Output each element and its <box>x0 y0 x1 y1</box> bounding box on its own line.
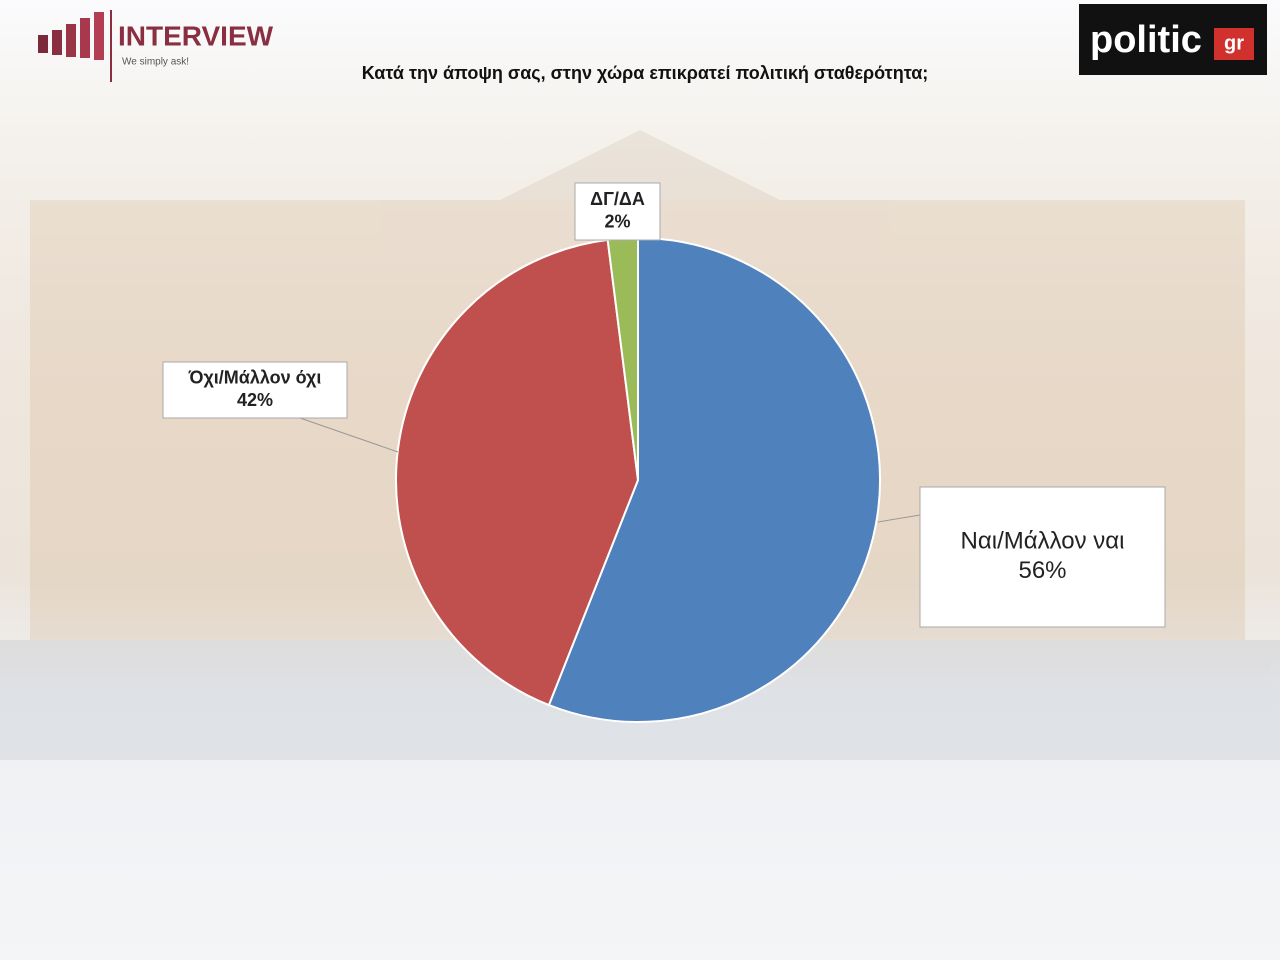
value-label: 42% <box>237 390 273 410</box>
politic-logo: politic gr <box>1079 4 1267 75</box>
logo-gr: gr <box>1224 32 1244 54</box>
value-label: 56% <box>1018 557 1066 584</box>
pie-slice <box>395 238 640 707</box>
value-label: 2% <box>604 211 630 231</box>
leader-line <box>299 417 399 453</box>
label-box <box>574 182 661 241</box>
category-label: ΔΓ/ΔΑ <box>590 189 645 209</box>
label-box <box>919 486 1166 628</box>
chart-title: Κατά την άποψη σας, στην χώρα επικρατεί … <box>361 63 929 83</box>
leader-line <box>877 514 921 523</box>
category-label: Ναι/Μάλλον ναι <box>961 527 1125 554</box>
logo-title: INTERVIEW <box>118 20 274 51</box>
logo-politic: politic <box>1090 19 1202 61</box>
logo-slogan: We simply ask! <box>122 57 189 68</box>
interview-logo: INTERVIEW We simply ask! <box>38 10 274 82</box>
category-label: Όχι/Μάλλον όχι <box>188 368 322 388</box>
label-box <box>162 361 348 419</box>
pie-slice <box>547 236 881 723</box>
